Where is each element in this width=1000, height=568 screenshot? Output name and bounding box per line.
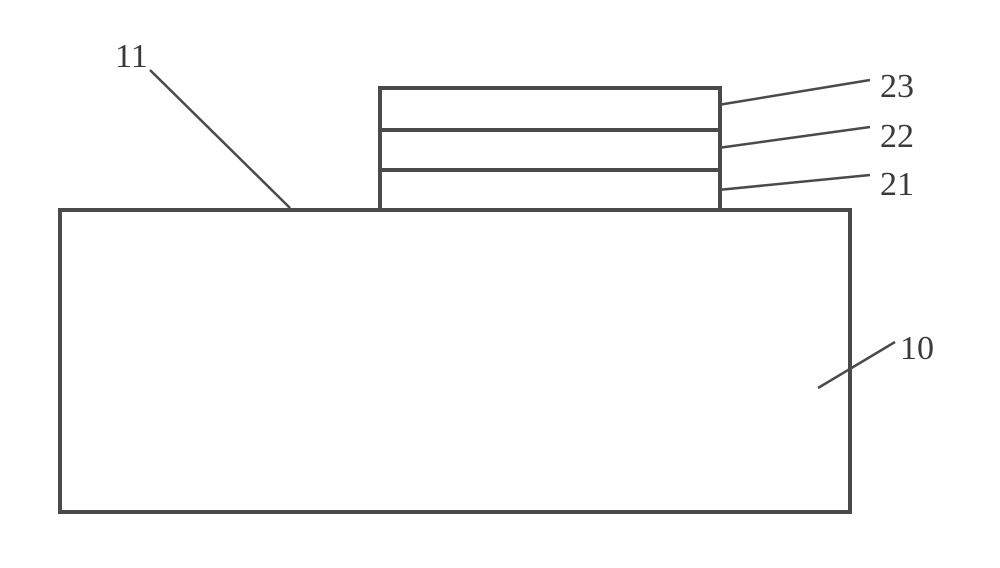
label-23: 23 [880, 68, 914, 105]
shape-23 [380, 88, 720, 130]
label-22: 22 [880, 118, 914, 155]
shape-10 [60, 210, 850, 512]
leader-22 [718, 127, 870, 148]
shape-21 [380, 170, 720, 210]
leader-21 [718, 175, 870, 190]
label-11: 11 [115, 38, 148, 75]
shape-22 [380, 130, 720, 170]
leader-10 [818, 342, 895, 388]
leader-23 [718, 80, 870, 105]
label-10: 10 [900, 330, 934, 367]
label-21: 21 [880, 166, 914, 203]
leader-11 [150, 70, 290, 208]
